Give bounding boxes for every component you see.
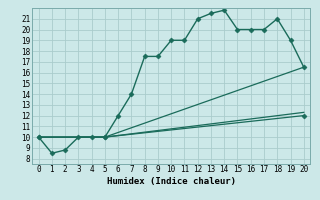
X-axis label: Humidex (Indice chaleur): Humidex (Indice chaleur)	[107, 177, 236, 186]
